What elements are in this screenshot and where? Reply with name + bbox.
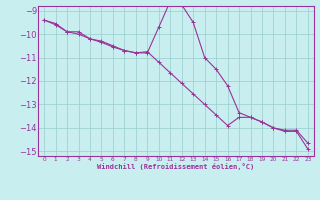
X-axis label: Windchill (Refroidissement éolien,°C): Windchill (Refroidissement éolien,°C): [97, 163, 255, 170]
